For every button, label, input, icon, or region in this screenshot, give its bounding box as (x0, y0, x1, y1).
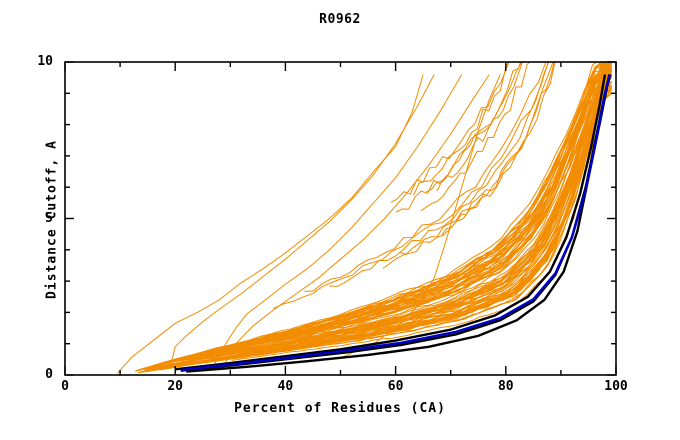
curve (441, 62, 555, 236)
curve (329, 62, 550, 287)
curve (175, 74, 607, 371)
x-tick-label: 0 (61, 379, 69, 394)
curve (164, 80, 612, 370)
curve (169, 74, 435, 369)
curve (382, 62, 556, 269)
curve (213, 74, 463, 366)
x-tick-label: 20 (167, 379, 184, 394)
chart-title: R0962 (319, 12, 361, 27)
x-tick-label: 80 (497, 379, 514, 394)
curve (413, 62, 510, 196)
curve (224, 74, 490, 365)
y-tick-label: 10 (37, 54, 53, 69)
curve (197, 84, 612, 356)
curve (251, 90, 612, 352)
curve (221, 90, 612, 355)
curve (194, 81, 612, 361)
y-tick-label: 5 (45, 210, 53, 226)
y-tick-label: 0 (45, 367, 53, 382)
curve (195, 87, 612, 358)
axis-frame (64, 61, 617, 376)
curve (158, 70, 612, 365)
x-axis-label: Percent of Residues (CA) (234, 401, 446, 416)
curve (273, 62, 549, 309)
curves-layer (116, 62, 613, 374)
curve (148, 71, 612, 368)
x-tick-label: 100 (604, 379, 628, 394)
curve (304, 62, 547, 293)
curve (395, 62, 523, 213)
curve (340, 74, 501, 359)
curve (390, 62, 510, 203)
curve (420, 62, 531, 212)
curve (399, 62, 554, 255)
curve (226, 92, 612, 358)
x-tick-label: 40 (277, 379, 294, 394)
curve (180, 74, 612, 372)
curve (209, 81, 612, 360)
curve (185, 63, 612, 361)
x-tick-label: 60 (387, 379, 404, 394)
curve (436, 62, 524, 192)
curve (197, 81, 612, 355)
